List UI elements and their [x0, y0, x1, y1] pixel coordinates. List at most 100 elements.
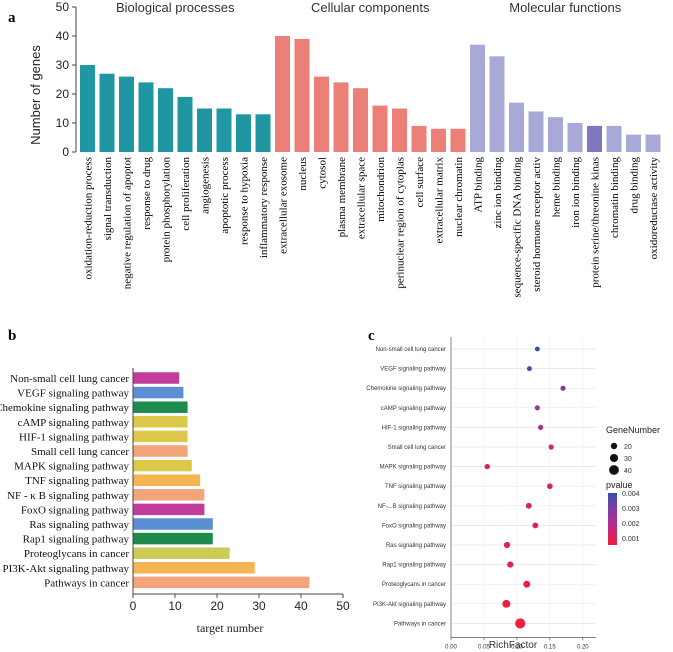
panel-c-point [560, 385, 566, 391]
panel-c-category-labels: Non-small cell lung cancer VEGF signaling… [366, 347, 446, 627]
panel-a-bar [645, 134, 661, 152]
panel-a-bars [80, 36, 661, 153]
panel-b-bar [133, 372, 180, 384]
panel-c-point [515, 618, 526, 629]
panel-b-category-label: VEGF signaling pathway [17, 388, 129, 400]
panel-a-bar [333, 82, 349, 152]
panel-c-category-label: NF-...B signaling pathway [378, 504, 446, 510]
panel-b-category-label: NF - κ B signaling pathway [7, 490, 129, 502]
panel-c-label: c [368, 328, 375, 344]
gene-number-legend: GeneNumber 20 30 40 [606, 425, 660, 475]
panel-a-category-labels: oxidation-reduction process signal transd… [83, 157, 661, 298]
panel-c-point [484, 463, 490, 470]
panel-b-x-tick-label: 50 [336, 599, 350, 613]
panel-b-bar [133, 489, 205, 501]
panel-a-y-axis: 0 10 20 30 40 50 [56, 0, 77, 159]
panel-c-point [534, 346, 540, 352]
panel-b-category-labels: Non-small cell lung cancer VEGF signaling… [0, 373, 129, 589]
panel-a-category-label: steroid hormone receptor activ [531, 157, 543, 292]
panel-b-category-label: HIF-1 signaling pathway [19, 431, 129, 443]
panel-c-category-label: VEGF signaling pathway [380, 367, 446, 373]
panel-c-point [523, 580, 531, 588]
panel-a-bar [489, 56, 505, 152]
pvalue-legend-title: pvalue [606, 480, 633, 490]
panel-a-bar [80, 65, 95, 152]
panel-a-category-label: sequence-specific DNA binding [512, 157, 524, 298]
panel-b-horizontal-bar-chart: b Non-small cell lung cancer VEGF signali… [0, 328, 350, 635]
panel-c-category-label: Proteoglycans in cancer [382, 582, 446, 588]
panel-a-y-tick-label: 10 [56, 116, 70, 130]
panel-b-x-axis: 0 10 20 30 40 50 [130, 368, 350, 613]
panel-b-label: b [8, 328, 16, 344]
panel-c-category-label: Non-small cell lung cancer [376, 347, 446, 353]
panel-a-bar [119, 76, 134, 152]
panel-c-dot-plot: c Non-small cell lung cancer VEGF signali… [366, 328, 660, 651]
panel-b-bar [133, 474, 201, 486]
panel-b-bar [133, 386, 184, 399]
panel-c-category-label: PI3K-Akt signaling pathway [373, 602, 446, 608]
panel-a-bar [353, 88, 368, 152]
panel-c-point [547, 483, 553, 490]
panel-b-x-tick-label: 30 [252, 599, 266, 613]
panel-b-bar [133, 518, 213, 530]
panel-a-bar [587, 125, 602, 152]
panel-c-points [484, 346, 566, 629]
panel-b-category-label: Proteoglycans in cancer [24, 548, 129, 560]
panel-c-point [503, 541, 511, 549]
panel-a-category-label: nuclear chromatin [453, 157, 465, 237]
panel-a-y-axis-label: Number of genes [28, 45, 43, 145]
panel-a-y-tick-label: 50 [56, 0, 70, 14]
panel-a-group-titles: Biological processes Cellular components M… [116, 0, 622, 15]
panel-a-bar [99, 73, 115, 152]
panel-b-x-tick-label: 40 [294, 599, 308, 613]
panel-a-category-label: heme binding [551, 157, 563, 218]
panel-a-category-label: angiogenesis [200, 157, 212, 214]
panel-a-bar [216, 108, 232, 152]
panel-a-group-title: Molecular functions [509, 0, 621, 15]
panel-a-y-tick-label: 20 [56, 87, 70, 101]
panel-b-category-label: Chemokine signaling pathway [0, 402, 129, 414]
panel-c-category-label: FoxO signaling pathway [382, 523, 446, 529]
panel-b-bar [133, 459, 192, 472]
panel-a-bar [626, 134, 641, 152]
panel-c-x-tick-label: 0.00 [445, 644, 457, 650]
panel-a-category-label: iron ion binding [570, 157, 582, 228]
panel-a-category-label: oxidoreductase activity [648, 157, 660, 260]
panel-a-category-label: protein phosphorylation [161, 157, 173, 263]
panel-c-point [526, 366, 532, 372]
panel-c-point [507, 561, 514, 568]
panel-a-category-label: extracellular exosome [278, 157, 290, 254]
panel-b-category-label: PI3K-Akt signaling pathway [3, 563, 130, 575]
panel-a-category-label: chromatin binding [609, 157, 621, 238]
pvalue-legend-tick-label: 0.001 [622, 536, 640, 543]
panel-a-category-label: extracellular space [356, 157, 368, 239]
panel-a-category-label: mitochondrion [375, 157, 387, 222]
panel-c-x-tick-label: 0.10 [511, 644, 523, 650]
panel-b-category-label: Non-small cell lung cancer [10, 373, 129, 385]
panel-a-category-label: cytosol [317, 157, 329, 189]
panel-c-x-tick-label: 0.20 [577, 644, 589, 650]
panel-a-category-label: response to hypoxia [239, 157, 251, 245]
panel-a-bar [528, 111, 544, 152]
panel-b-category-label: MAPK signaling pathway [14, 461, 129, 473]
panel-a-bar [411, 125, 427, 152]
panel-a-bar [275, 36, 290, 152]
panel-b-category-label: Ras signaling pathway [29, 519, 129, 531]
panel-c-point [548, 444, 554, 450]
panel-b-category-label: TNF signaling pathway [25, 475, 129, 487]
panel-a-y-tick-label: 40 [56, 29, 70, 43]
panel-a-category-label: negative regulation of apoptot [122, 157, 134, 289]
pvalue-color-bar [608, 493, 617, 545]
panel-c-category-label: TNF signaling pathway [385, 484, 446, 490]
panel-b-x-tick-label: 20 [210, 599, 224, 613]
panel-b-category-label: FoxO signaling pathway [21, 504, 130, 516]
panel-b-x-tick-label: 0 [130, 599, 137, 613]
panel-c-category-label: Pathways in cancer [394, 621, 446, 627]
panel-b-x-tick-label: 10 [168, 599, 182, 613]
panel-b-bar [133, 532, 213, 545]
panel-b-bar [133, 445, 188, 457]
panel-a-category-label: ATP binding [473, 157, 485, 213]
panel-b-bar [133, 562, 255, 574]
panel-a-category-label: apoptotic process [219, 157, 231, 234]
panel-a-bar-chart: a Number of genes 0 10 20 30 40 50 Biological… [8, 0, 661, 298]
